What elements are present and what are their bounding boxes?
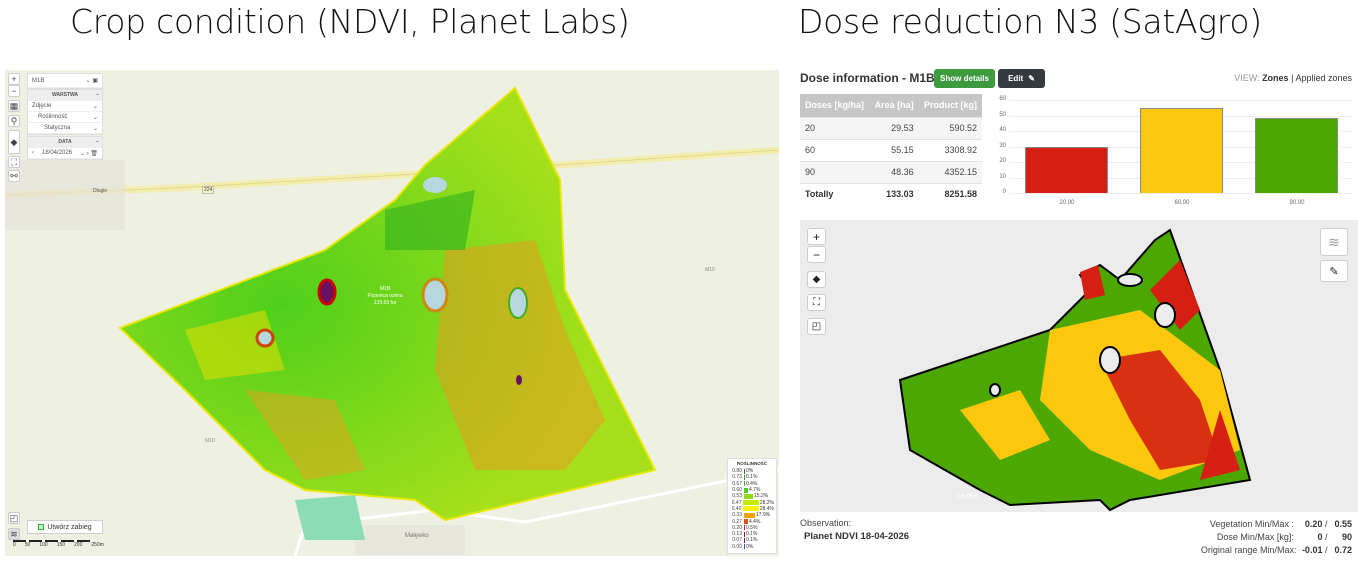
zones-map-background: [898, 228, 1252, 512]
date-panel: DATA − ‹ 18/04/2026 ⌄ › 🗑: [27, 136, 103, 160]
crop-icon[interactable]: ◰: [8, 512, 20, 524]
legend-row: 0.80 0%: [732, 468, 754, 475]
neighbor-field-label: M10: [205, 438, 215, 444]
observation-value: Planet NDVI 18-04-2026: [804, 531, 910, 542]
layers-icon[interactable]: ≋: [1320, 228, 1348, 256]
grid-icon[interactable]: ▦: [8, 100, 20, 112]
scale-bar: 0 50 100 150 200 250m: [13, 540, 104, 548]
neighbor-field-label: M10: [705, 267, 715, 273]
dose-title: Dose information - M1B: [800, 71, 935, 85]
total-row: Totally 133.03 8251.58: [800, 182, 982, 205]
zoom-out-button[interactable]: −: [807, 246, 826, 263]
legend-row: 0.67 0.4%: [732, 480, 758, 487]
bar-60.00[interactable]: [1140, 107, 1223, 193]
create-treatment-button[interactable]: Utwórz zabieg: [27, 520, 103, 534]
edit-button[interactable]: Edit ✎: [998, 69, 1045, 88]
legend-row: 0.53 15.2%: [732, 493, 769, 500]
field-selector[interactable]: M1B ⌄ ▣: [27, 73, 103, 89]
legend-row: 0.73 0.1%: [732, 474, 758, 481]
legend-row: 0.40 28.4%: [731, 505, 774, 512]
link-icon[interactable]: ⚯: [8, 170, 20, 182]
y-tick: 50: [999, 111, 1006, 118]
layer-select-photo[interactable]: Zdjęcie ⌄: [28, 101, 102, 112]
right-heading: Dose reduction N3 (SatAgro): [798, 2, 1262, 41]
pencil-icon[interactable]: ✎: [1320, 260, 1348, 282]
map-background: [5, 70, 779, 556]
chevron-down-icon: ⌄ ▣: [85, 78, 98, 84]
y-tick: 40: [999, 127, 1006, 133]
original-range-minmax: Original range Min/Max: -0.01 / 0.72: [1200, 545, 1352, 555]
pencil-icon: ✎: [1028, 74, 1035, 83]
y-tick: 30: [999, 142, 1006, 149]
location-icon[interactable]: ⚲: [8, 115, 20, 127]
legend-row: 0.20 0.5%: [732, 524, 758, 531]
vegetation-legend: ROŚLINNOŚĆ 0.80 0% 0.73 0.1% 0.67 0.4% 0.60 4.7…: [727, 458, 777, 554]
view-applied-zones-link[interactable]: Applied zones: [1295, 73, 1352, 83]
view-switcher: VIEW: Zones | Applied zones: [1234, 73, 1352, 83]
column-header[interactable]: Product [kg]: [918, 94, 982, 117]
bar-90.00[interactable]: [1255, 118, 1338, 193]
left-heading: Crop condition (NDVI, Planet Labs): [70, 2, 630, 41]
bar-20.00[interactable]: [1025, 147, 1108, 193]
table-row: 60 55.15 3308.92: [800, 138, 982, 161]
fullscreen-icon[interactable]: ⛶: [8, 156, 20, 168]
village-label: Długie: [93, 188, 108, 194]
layer-panel: WARSTWA − Zdjęcie ⌄ Roślinność ⌄ Statyczna ⌄: [27, 89, 103, 135]
column-header[interactable]: Doses [kg/ha]: [800, 94, 870, 117]
observation-label: Observation:: [800, 518, 852, 528]
zoom-in-button[interactable]: +: [8, 73, 20, 85]
dose-bar-chart: 0 10 20 30 40 50 60 20.00 60.00 90.00: [990, 94, 1352, 212]
ndvi-map[interactable]: M1B Pszenica ozima 133.03 ha 224 Długie …: [5, 70, 779, 556]
column-header[interactable]: Area [ha]: [869, 94, 919, 117]
y-tick: 10: [999, 173, 1006, 180]
village-label: Małęwko: [405, 533, 429, 539]
dose-table: Doses [kg/ha] Area [ha] Product [kg] 20 2…: [800, 94, 982, 205]
leaflet-attribution[interactable]: Leaflet: [957, 493, 979, 500]
legend-row: 0.00 0%: [732, 543, 754, 550]
layers-icon[interactable]: ≋: [8, 528, 20, 540]
legend-row: 0.33 17.9%: [732, 512, 771, 519]
legend-row: 0.13 0.1%: [732, 531, 758, 538]
legend-row: 0.07 0.1%: [732, 537, 758, 544]
y-tick: 20: [999, 158, 1006, 164]
zoom-in-button[interactable]: +: [807, 228, 826, 245]
collapse-icon[interactable]: −: [96, 92, 99, 98]
vegetation-minmax: Vegetation Min/Max : 0.20 / 0.55: [1209, 519, 1352, 529]
layer-select-static[interactable]: Statyczna ⌄: [28, 123, 102, 134]
zoom-out-button[interactable]: −: [8, 85, 20, 97]
fullscreen-icon[interactable]: ⛶: [807, 294, 826, 311]
collapse-icon[interactable]: −: [96, 139, 99, 145]
field-label: M1B Pszenica ozima 133.03 ha: [367, 286, 403, 306]
y-tick: 60: [999, 96, 1006, 102]
legend-row: 0.47 28.2%: [731, 499, 774, 506]
dose-minmax: Dose Min/Max [kg]: 0 / 90: [1216, 532, 1352, 542]
road-number: 224: [202, 186, 215, 194]
x-tick: 60.00: [1174, 200, 1190, 206]
dose-zones-map[interactable]: + − ◆ ⛶ ◰ ≋ ✎ Leaflet: [800, 220, 1358, 512]
table-row: 20 29.53 590.52: [800, 116, 982, 139]
view-zones-link[interactable]: Zones: [1262, 73, 1289, 83]
x-tick: 90.00: [1289, 200, 1305, 206]
tag-icon[interactable]: ◆: [807, 271, 826, 288]
plus-square-icon: [38, 524, 45, 530]
layer-select-vegetation[interactable]: Roślinność ⌄: [28, 112, 102, 123]
tags-icon[interactable]: ◆: [8, 130, 20, 154]
legend-row: 0.27 4.4%: [732, 518, 761, 525]
show-details-button[interactable]: Show details: [934, 69, 995, 88]
legend-row: 0.60 4.7%: [732, 487, 761, 494]
date-select[interactable]: ‹ 18/04/2026 ⌄ › 🗑: [28, 148, 102, 159]
x-tick: 20.00: [1059, 200, 1075, 206]
crop-icon[interactable]: ◰: [807, 318, 826, 335]
table-row: 90 48.36 4352.15: [800, 160, 982, 183]
y-tick: 0: [1002, 189, 1006, 195]
